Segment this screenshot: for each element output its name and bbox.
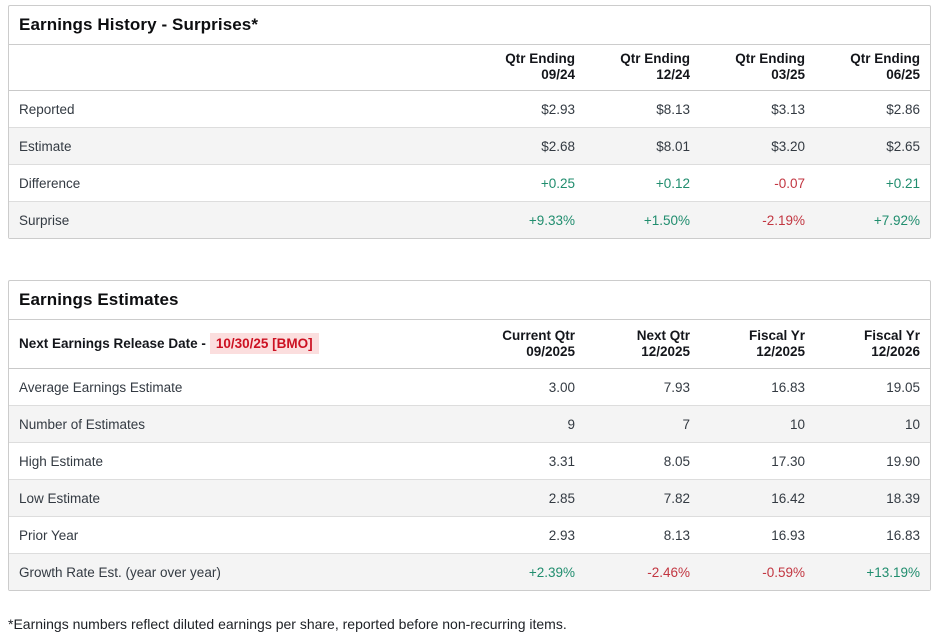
table-row: Difference +0.25 +0.12 -0.07 +0.21	[9, 165, 930, 202]
cell-value: 3.00	[548, 380, 575, 395]
release-date-label: Next Earnings Release Date -	[19, 336, 206, 351]
row-label: Low Estimate	[19, 491, 101, 506]
release-date-value: 10/30/25 [BMO]	[209, 333, 319, 354]
cell-value: $2.86	[886, 102, 920, 117]
cell-value: 10	[904, 417, 920, 432]
table-row: Reported $2.93 $8.13 $3.13 $2.86	[9, 91, 930, 128]
table-row: Low Estimate 2.85 7.82 16.42 18.39	[9, 479, 930, 517]
table-row: Surprise +9.33% +1.50% -2.19% +7.92%	[9, 201, 930, 238]
row-label: Number of Estimates	[19, 417, 146, 432]
cell-value: 19.05	[886, 380, 920, 395]
cell-value: -0.59%	[762, 565, 805, 580]
column-header: Current Qtr 09/2025	[502, 328, 575, 359]
cell-value: 16.42	[771, 491, 805, 506]
cell-value: +0.12	[655, 176, 690, 191]
earnings-estimates-panel: Earnings Estimates Next Earnings Release…	[8, 280, 931, 591]
cell-value: $8.13	[656, 102, 690, 117]
table-header-row: Next Earnings Release Date -10/30/25 [BM…	[9, 320, 930, 369]
earnings-history-table: Qtr Ending 09/24 Qtr Ending 12/24 Qtr Ending…	[9, 45, 930, 238]
earnings-page: Earnings History - Surprises* Qtr Ending…	[8, 5, 931, 632]
cell-value: 18.39	[886, 491, 920, 506]
cell-value: +9.33%	[528, 213, 575, 228]
cell-value: 3.31	[548, 454, 575, 469]
cell-value: 16.83	[886, 528, 920, 543]
table-row: Growth Rate Est. (year over year) +2.39% -…	[9, 553, 930, 590]
table-row: Prior Year 2.93 8.13 16.93 16.83	[9, 517, 930, 554]
cell-value: $3.20	[771, 139, 805, 154]
earnings-history-panel: Earnings History - Surprises* Qtr Ending…	[8, 5, 931, 239]
header-label-cell	[9, 45, 470, 91]
cell-value: 7.93	[663, 380, 690, 395]
cell-value: -2.19%	[762, 213, 805, 228]
earnings-history-title: Earnings History - Surprises*	[9, 6, 930, 45]
table-row: Average Earnings Estimate 3.00 7.93 16.83 19…	[9, 369, 930, 406]
column-header: Fiscal Yr 12/2025	[748, 328, 805, 359]
table-row: Number of Estimates 9 7 10 10	[9, 405, 930, 443]
cell-value: 8.05	[663, 454, 690, 469]
row-label: Reported	[19, 102, 75, 117]
column-header: Qtr Ending 12/24	[620, 51, 690, 82]
cell-value: 8.13	[663, 528, 690, 543]
cell-value: 7.82	[663, 491, 690, 506]
cell-value: $2.65	[886, 139, 920, 154]
cell-value: 2.85	[548, 491, 575, 506]
column-header: Fiscal Yr 12/2026	[863, 328, 920, 359]
row-label: Surprise	[19, 213, 70, 228]
cell-value: +7.92%	[873, 213, 920, 228]
cell-value: 2.93	[548, 528, 575, 543]
cell-value: +2.39%	[528, 565, 575, 580]
cell-value: 16.93	[771, 528, 805, 543]
cell-value: 10	[789, 417, 805, 432]
cell-value: 16.83	[771, 380, 805, 395]
column-header: Qtr Ending 09/24	[505, 51, 575, 82]
cell-value: +1.50%	[643, 213, 690, 228]
table-row: Estimate $2.68 $8.01 $3.20 $2.65	[9, 127, 930, 165]
row-label: High Estimate	[19, 454, 104, 469]
cell-value: +0.21	[885, 176, 920, 191]
cell-value: $2.93	[541, 102, 575, 117]
cell-value: +0.25	[540, 176, 575, 191]
table-header-row: Qtr Ending 09/24 Qtr Ending 12/24 Qtr Ending…	[9, 45, 930, 91]
cell-value: 19.90	[886, 454, 920, 469]
cell-value: 17.30	[771, 454, 805, 469]
column-header: Qtr Ending 06/25	[850, 51, 920, 82]
row-label: Average Earnings Estimate	[19, 380, 183, 395]
row-label: Growth Rate Est. (year over year)	[19, 565, 221, 580]
column-header: Qtr Ending 03/25	[735, 51, 805, 82]
row-label: Difference	[19, 176, 81, 191]
cell-value: 9	[567, 417, 575, 432]
cell-value: +13.19%	[866, 565, 920, 580]
earnings-estimates-table: Next Earnings Release Date -10/30/25 [BM…	[9, 320, 930, 590]
earnings-estimates-title: Earnings Estimates	[9, 281, 930, 320]
cell-value: -2.46%	[647, 565, 690, 580]
cell-value: $8.01	[656, 139, 690, 154]
cell-value: $2.68	[541, 139, 575, 154]
row-label: Estimate	[19, 139, 72, 154]
cell-value: $3.13	[771, 102, 805, 117]
panel-spacer	[8, 239, 931, 280]
earnings-footnote: *Earnings numbers reflect diluted earnin…	[8, 616, 567, 632]
cell-value: 7	[682, 417, 690, 432]
column-header: Next Qtr 12/2025	[636, 328, 690, 359]
cell-value: -0.07	[774, 176, 805, 191]
header-label-cell: Next Earnings Release Date -10/30/25 [BM…	[9, 320, 470, 369]
row-label: Prior Year	[19, 528, 79, 543]
table-row: High Estimate 3.31 8.05 17.30 19.90	[9, 443, 930, 480]
